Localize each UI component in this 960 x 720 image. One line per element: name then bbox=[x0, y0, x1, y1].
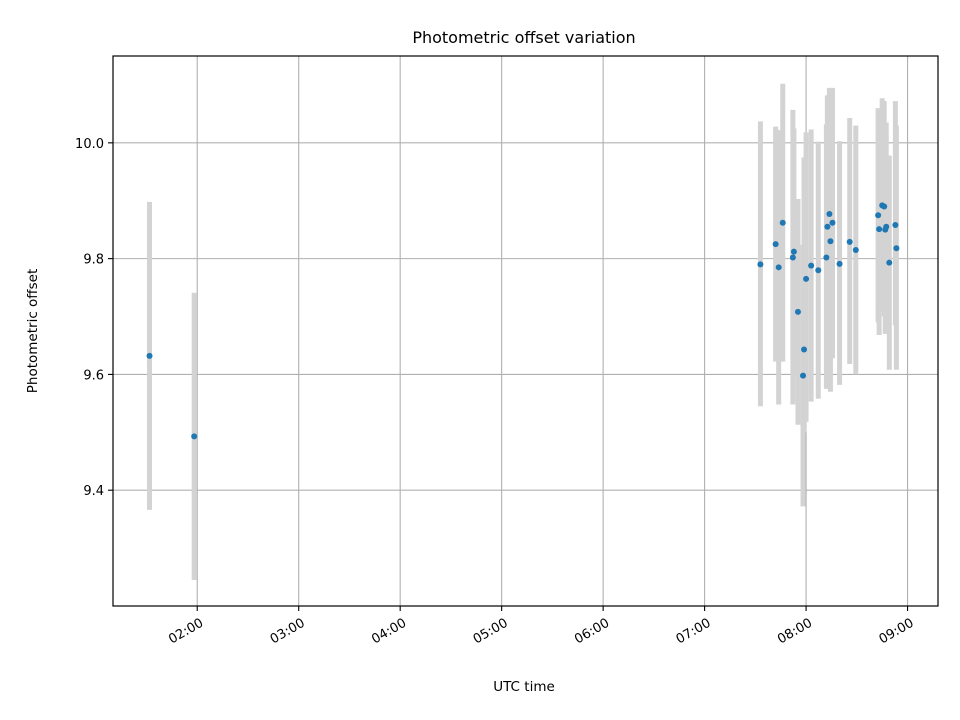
data-point bbox=[803, 275, 810, 282]
data-point bbox=[829, 219, 836, 226]
data-point bbox=[883, 223, 890, 230]
data-point bbox=[852, 246, 859, 253]
plot-frame bbox=[112, 55, 939, 607]
data-point bbox=[846, 238, 853, 245]
data-point bbox=[827, 238, 834, 245]
data-point bbox=[815, 267, 822, 274]
data-point bbox=[790, 248, 797, 255]
data-point bbox=[794, 308, 801, 315]
data-point bbox=[893, 245, 900, 252]
data-point bbox=[875, 212, 882, 219]
y-tick-label: 10.0 bbox=[75, 137, 104, 152]
data-point bbox=[800, 372, 807, 379]
data-point bbox=[757, 261, 764, 268]
y-tick-label: 9.8 bbox=[83, 253, 104, 268]
data-point bbox=[775, 264, 782, 271]
data-point bbox=[823, 254, 830, 261]
y-axis-ticks: 9.4 9.6 9.8 10.0 bbox=[75, 137, 113, 499]
data-point bbox=[836, 260, 843, 267]
data-point bbox=[789, 254, 796, 261]
data-point bbox=[824, 223, 831, 230]
data-point bbox=[801, 346, 808, 353]
data-point bbox=[772, 241, 779, 248]
data-point bbox=[191, 433, 198, 440]
data-point bbox=[146, 352, 153, 359]
data-point bbox=[779, 219, 786, 226]
data-point bbox=[881, 203, 888, 210]
data-point bbox=[876, 226, 883, 233]
x-axis-label: UTC time bbox=[493, 679, 555, 695]
data-point bbox=[886, 259, 893, 266]
data-points bbox=[146, 202, 900, 440]
chart-title: Photometric offset variation bbox=[412, 28, 635, 47]
y-axis-label: Photometric offset bbox=[25, 269, 41, 393]
y-tick-label: 9.4 bbox=[83, 484, 104, 499]
data-point bbox=[892, 222, 899, 229]
data-point bbox=[808, 262, 815, 269]
y-tick-label: 9.6 bbox=[83, 368, 104, 383]
data-point bbox=[826, 211, 833, 218]
